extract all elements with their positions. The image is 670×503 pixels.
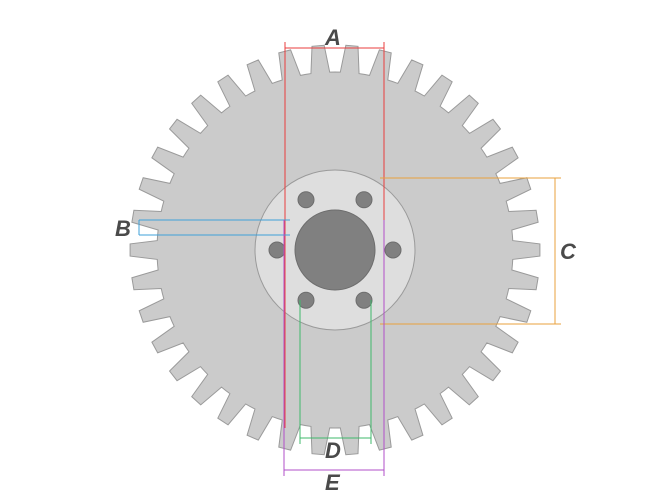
gear-bore — [295, 210, 375, 290]
bolt-hole — [385, 242, 401, 258]
bolt-hole — [298, 192, 314, 208]
bolt-hole — [269, 242, 285, 258]
dimension-label-a: A — [325, 25, 341, 51]
dimension-label-d: D — [325, 438, 341, 464]
dimension-label-c: C — [560, 239, 576, 265]
dimension-label-e: E — [325, 470, 340, 496]
bolt-hole — [356, 292, 372, 308]
bolt-hole — [356, 192, 372, 208]
dimension-label-b: B — [115, 216, 131, 242]
